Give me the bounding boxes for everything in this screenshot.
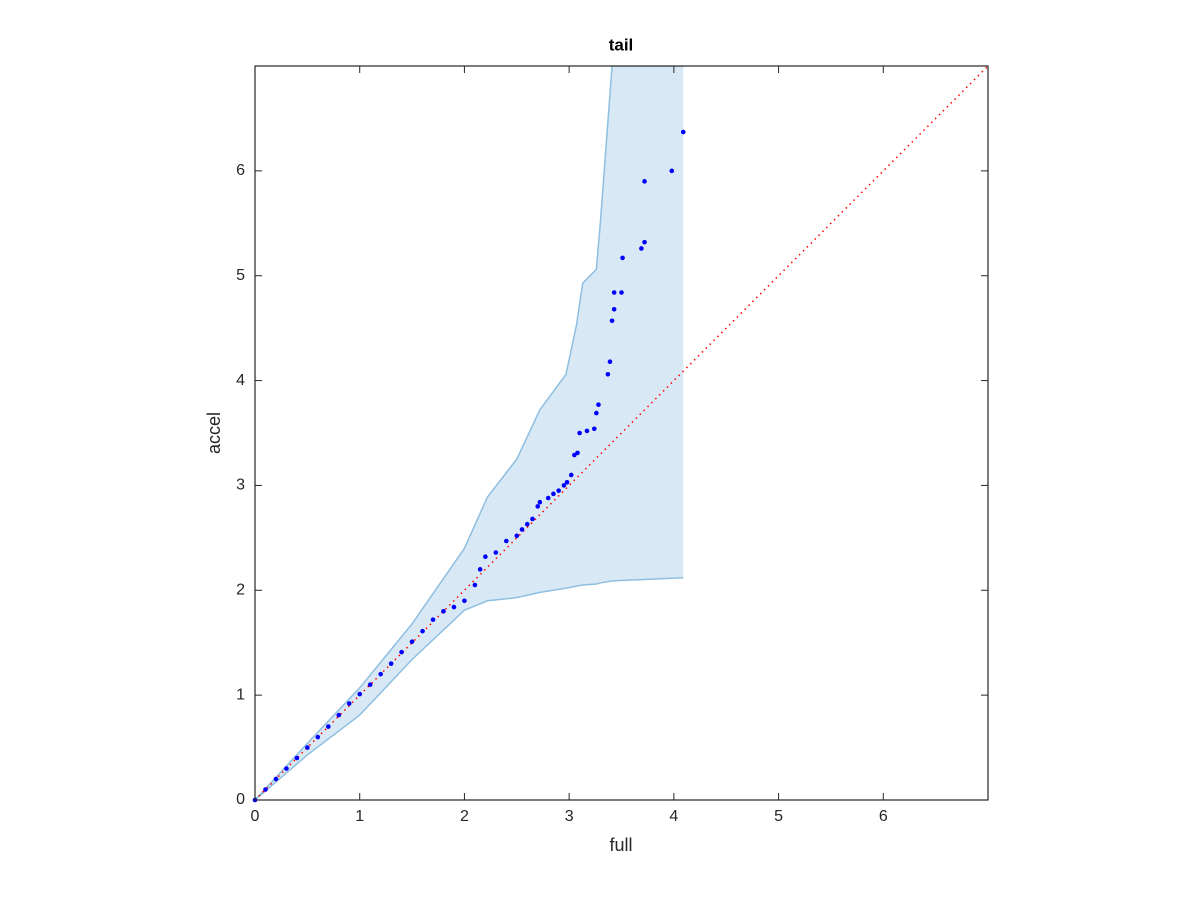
point	[451, 604, 457, 610]
x-tick-label: 4	[669, 808, 678, 825]
point	[493, 550, 499, 555]
point	[399, 649, 404, 655]
y-tick-label: 3	[236, 477, 245, 494]
point	[530, 516, 535, 522]
point	[367, 682, 373, 687]
point	[430, 617, 436, 622]
point	[642, 239, 647, 245]
point	[619, 290, 624, 295]
point	[326, 724, 331, 729]
y-tick-label: 6	[236, 162, 245, 179]
point	[607, 359, 613, 364]
point	[477, 567, 483, 572]
y-tick-label: 2	[236, 582, 245, 599]
x-axis-label: full	[609, 835, 632, 855]
point	[378, 671, 383, 677]
y-tick-label: 0	[236, 791, 245, 808]
reference-line	[255, 66, 988, 800]
y-tick-label: 4	[236, 372, 245, 389]
confidence-band	[255, 66, 684, 800]
point	[556, 488, 561, 493]
point	[535, 504, 541, 509]
point	[611, 290, 617, 295]
point	[639, 246, 644, 251]
y-tick-label: 1	[236, 686, 245, 703]
point	[577, 430, 582, 436]
point	[294, 755, 300, 761]
y-axis-label: accel	[204, 412, 224, 454]
chart-title: tail	[609, 35, 634, 54]
x-tick-label: 2	[460, 808, 469, 825]
point	[519, 527, 525, 532]
point	[545, 495, 551, 501]
point	[420, 628, 425, 634]
point	[575, 450, 580, 456]
x-tick-label: 0	[251, 808, 260, 825]
point	[388, 661, 394, 666]
point	[584, 428, 590, 434]
point	[537, 499, 543, 505]
point	[611, 306, 617, 312]
point	[596, 402, 601, 407]
point	[605, 371, 611, 377]
band-lower	[255, 576, 684, 800]
x-tick-label: 6	[879, 808, 888, 825]
point	[642, 179, 647, 184]
point	[524, 521, 530, 527]
point	[346, 701, 352, 706]
point	[315, 734, 321, 740]
axes-box	[254, 65, 989, 801]
point	[462, 598, 467, 604]
x-tick-label: 5	[774, 808, 783, 825]
point	[483, 554, 488, 560]
point	[336, 712, 342, 718]
point	[514, 533, 520, 539]
point	[594, 410, 599, 416]
point	[669, 168, 675, 174]
point	[620, 255, 625, 261]
point	[564, 479, 570, 485]
x-tick-label: 1	[355, 808, 364, 825]
point	[441, 608, 446, 614]
band-upper	[255, 66, 684, 800]
point	[357, 691, 363, 697]
x-tick-label: 3	[565, 808, 574, 825]
point	[680, 129, 686, 135]
point	[305, 745, 310, 750]
point	[551, 491, 556, 497]
y-tick-label: 5	[236, 267, 245, 284]
point	[609, 318, 615, 324]
point	[284, 766, 289, 771]
point	[263, 787, 268, 792]
point	[568, 472, 574, 478]
point	[472, 582, 478, 588]
point	[591, 426, 597, 432]
point	[504, 538, 509, 544]
point	[273, 776, 279, 782]
point	[561, 483, 567, 488]
point	[409, 639, 415, 644]
